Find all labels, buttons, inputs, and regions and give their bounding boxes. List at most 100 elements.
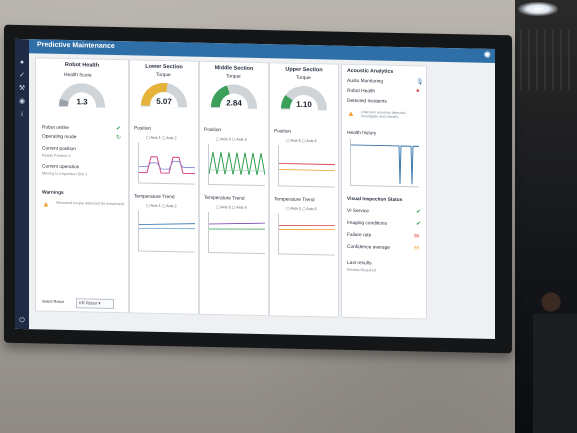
torque-label: Torque [296, 75, 311, 82]
last-results-label: Last results [347, 260, 372, 267]
health-score-label: Health Score [64, 72, 92, 79]
health-history-label: Health history [347, 130, 377, 137]
upper-section-panel: Upper Section Torque 1.10 Position ▢ Axi… [269, 62, 339, 318]
torque-label: Torque [226, 74, 241, 80]
legend-axis-a: Axis 3 [220, 137, 231, 142]
robot-select[interactable]: KR Robot ▾ [76, 298, 114, 309]
torque-value: 5.07 [156, 96, 172, 107]
current-position-label: Current position [42, 146, 76, 153]
microphone-icon: 🎙 [416, 79, 424, 86]
current-position-value: Ready Position 2 [42, 153, 71, 159]
position-label: Position [204, 127, 222, 134]
eye-icon[interactable]: ◉ [18, 97, 26, 106]
temperature-trend-label: Temperature Trend [134, 194, 175, 201]
warning-icon: ▲ [42, 199, 50, 209]
operating-mode-label: Operating mode [42, 134, 77, 141]
check-icon: ✔ [416, 209, 422, 216]
audio-monitoring-label: Audio Monitoring [347, 78, 383, 85]
legend-axis-a: Axis 1 [150, 135, 161, 140]
position-lines [279, 162, 335, 172]
power-icon[interactable]: ⏻ [19, 316, 25, 325]
position-lines [139, 156, 195, 175]
temperature-lines [278, 225, 336, 231]
section-title: Upper Section [285, 66, 323, 74]
app-title: Predictive Maintenance [37, 41, 115, 51]
chart-legend: ▢ Axis 5 ▢ Axis 6 [286, 206, 317, 212]
incident-text: Unknown anomaly detected. Investigate an… [361, 110, 407, 119]
acoustic-analytics-panel: Acoustic Analytics Audio Monitoring 🎙 Ro… [341, 63, 427, 320]
torque-label: Torque [156, 72, 171, 79]
lower-section-panel: Lower Section Torque 5.07 Position ▢ Axi… [129, 59, 199, 315]
legend-axis-b: Axis 6 [306, 207, 317, 212]
robot-health-panel: Robot Health Health Score 1.3 Robot onli… [35, 57, 129, 314]
section-title: Lower Section [145, 63, 183, 71]
booth-truss [520, 30, 575, 90]
temperature-trend-label: Temperature Trend [274, 197, 315, 204]
legend-axis-b: Axis 4 [236, 205, 247, 210]
warnings-label: Warnings [42, 190, 64, 196]
refresh-icon: ↻ [116, 135, 122, 142]
legend-axis-a: Axis 5 [290, 138, 301, 143]
temperature-lines [208, 222, 266, 230]
confidence-average-label: Confidence average [347, 244, 390, 251]
chart-legend: ▢ Axis 1 ▢ Axis 2 [146, 135, 177, 141]
info-icon[interactable]: i [21, 111, 23, 119]
robot-health-label: Robot Health [347, 88, 375, 95]
health-history-line [351, 144, 419, 185]
failure-rate-value: 90 [414, 234, 420, 240]
temperature-chart [208, 211, 266, 255]
ceiling-light [518, 2, 558, 16]
person [533, 288, 577, 433]
warning-text: Abnormal torque detected for movement [56, 200, 124, 207]
dashboard-screen: ● ✓ ⚒ ◉ i ⏻ Predictive Maintenance ✺ Rob… [15, 38, 495, 339]
confidence-average-value: 85 [414, 246, 420, 252]
position-chart [278, 145, 335, 188]
position-lines [208, 151, 266, 176]
temperature-lines [138, 223, 196, 230]
section-title: Middle Section [214, 65, 254, 72]
warning-icon: ▲ [347, 108, 355, 119]
temperature-chart [138, 210, 196, 253]
current-operation-label: Current operation [42, 164, 80, 171]
legend-axis-b: Axis 2 [166, 136, 177, 141]
check-icon[interactable]: ✓ [19, 71, 25, 80]
last-results-value: Review Required [347, 267, 376, 273]
torque-value: 2.84 [226, 98, 242, 108]
select-robot-label: Select Robot [42, 299, 64, 304]
mic-icon[interactable]: ● [19, 59, 25, 67]
wrench-icon[interactable]: ⚒ [18, 84, 26, 93]
robot-online-label: Robot online [42, 125, 69, 132]
legend-axis-a: Axis 1 [150, 203, 161, 208]
visual-inspection-title: Visual Inspection Status [347, 196, 403, 204]
check-icon: ✔ [416, 221, 422, 228]
check-icon: ✔ [116, 126, 122, 133]
position-label: Position [274, 129, 292, 135]
current-operation-value: Moving to inspection Slot 1 [42, 171, 88, 177]
robot-select-value: KR Robot [79, 300, 98, 306]
legend-axis-b: Axis 2 [166, 204, 177, 209]
temperature-trend-label: Temperature Trend [204, 195, 245, 202]
chart-legend: ▢ Axis 5 ▢ Axis 6 [286, 138, 317, 144]
legend-axis-a: Axis 5 [290, 206, 301, 211]
legend-axis-b: Axis 6 [306, 139, 317, 144]
robot-health-title: Robot Health [64, 61, 100, 69]
chart-legend: ▢ Axis 1 ▢ Axis 2 [146, 203, 177, 209]
imaging-conditions-label: Imaging conditions [347, 220, 387, 227]
position-label: Position [134, 126, 152, 132]
alert-icon: ● [416, 88, 420, 95]
left-nav-rail: ● ✓ ⚒ ◉ i ⏻ [15, 38, 29, 330]
sparkle-icon: ✺ [483, 49, 491, 60]
detected-incidents-label: Detected Incidents [347, 98, 387, 105]
acoustic-title: Acoustic Analytics [347, 67, 394, 75]
position-chart [208, 143, 266, 187]
position-chart [138, 142, 195, 185]
chart-legend: ▢ Axis 3 ▢ Axis 4 [216, 205, 247, 210]
failure-rate-label: Failure rate [347, 232, 372, 239]
torque-value: 1.10 [296, 99, 312, 110]
health-history-chart [350, 138, 419, 188]
legend-axis-a: Axis 3 [220, 205, 231, 210]
health-score-value: 1.3 [76, 97, 88, 107]
legend-axis-b: Axis 4 [236, 137, 247, 142]
chart-legend: ▢ Axis 3 ▢ Axis 4 [216, 137, 247, 142]
middle-section-panel: Middle Section Torque 2.84 Position ▢ Ax… [199, 60, 269, 317]
